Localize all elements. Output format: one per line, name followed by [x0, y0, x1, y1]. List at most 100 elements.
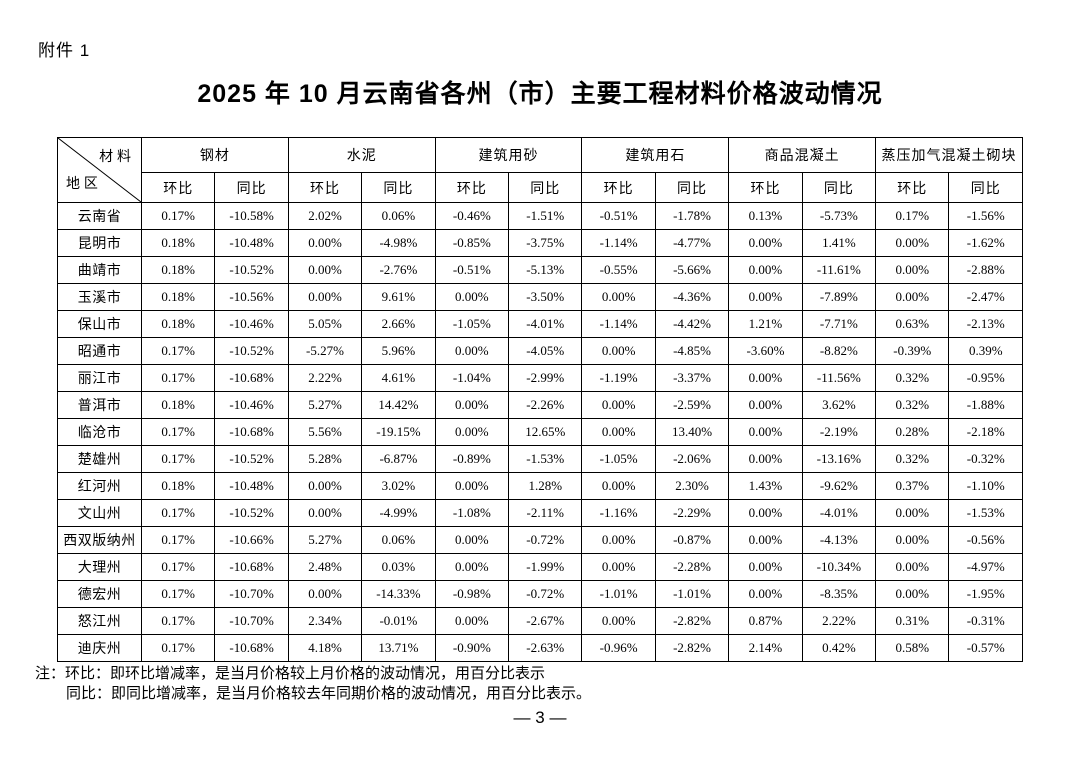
- value-cell: 0.00%: [434, 526, 510, 554]
- yoy-header: 同比: [654, 172, 730, 203]
- value-cell: -10.68%: [214, 553, 289, 581]
- region-name: 德宏州: [57, 580, 142, 608]
- value-cell: -0.95%: [948, 364, 1023, 392]
- mom-header: 环比: [875, 172, 950, 203]
- value-cell: -4.05%: [508, 337, 583, 365]
- value-cell: -10.48%: [214, 229, 289, 257]
- value-cell: -9.62%: [801, 472, 877, 500]
- value-cell: 0.00%: [581, 553, 656, 581]
- value-cell: -10.52%: [214, 499, 289, 527]
- table-row: 大理州 0.17% -10.68% 2.48% 0.03% 0.00% -1.99% 0.00…: [57, 553, 1023, 581]
- table-row: 临沧市 0.17% -10.68% 5.56% -19.15% 0.00% 12.65% 0.…: [57, 418, 1023, 446]
- value-cell: -2.18%: [948, 418, 1023, 446]
- value-cell: 0.17%: [140, 580, 216, 608]
- material-group-header: 建筑用砂: [434, 137, 583, 173]
- value-cell: 0.00%: [875, 229, 950, 257]
- value-cell: -1.51%: [508, 202, 583, 230]
- value-cell: 2.30%: [654, 472, 730, 500]
- value-cell: 5.27%: [287, 526, 363, 554]
- mom-header: 环比: [140, 172, 216, 203]
- value-cell: -10.52%: [214, 337, 289, 365]
- value-cell: -0.46%: [434, 202, 510, 230]
- value-cell: -5.73%: [801, 202, 877, 230]
- table-row: 迪庆州 0.17% -10.68% 4.18% 13.71% -0.90% -2.63% -0…: [57, 634, 1023, 662]
- value-cell: 0.00%: [875, 283, 950, 311]
- value-cell: 0.00%: [434, 337, 510, 365]
- value-cell: -3.50%: [508, 283, 583, 311]
- region-name: 文山州: [57, 499, 142, 527]
- value-cell: 0.17%: [140, 364, 216, 392]
- material-group-header: 水泥: [287, 137, 436, 173]
- value-cell: -2.76%: [361, 256, 436, 284]
- value-cell: 0.00%: [581, 391, 656, 419]
- value-cell: -2.06%: [654, 445, 730, 473]
- value-cell: -1.05%: [434, 310, 510, 338]
- table-row: 云南省 0.17% -10.58% 2.02% 0.06% -0.46% -1.51% -0.…: [57, 202, 1023, 230]
- corner-region-label: 地 区: [66, 175, 98, 191]
- value-cell: -0.57%: [948, 634, 1023, 662]
- value-cell: 0.00%: [875, 553, 950, 581]
- value-cell: -4.77%: [654, 229, 730, 257]
- value-cell: 3.62%: [801, 391, 877, 419]
- value-cell: 0.00%: [875, 580, 950, 608]
- region-name: 曲靖市: [57, 256, 142, 284]
- value-cell: 0.32%: [875, 445, 950, 473]
- value-cell: -0.85%: [434, 229, 510, 257]
- value-cell: -1.14%: [581, 229, 656, 257]
- value-cell: -1.95%: [948, 580, 1023, 608]
- table-row: 楚雄州 0.17% -10.52% 5.28% -6.87% -0.89% -1.53% -1…: [57, 445, 1023, 473]
- value-cell: 0.13%: [728, 202, 803, 230]
- value-cell: -3.75%: [508, 229, 583, 257]
- value-cell: -1.53%: [948, 499, 1023, 527]
- value-cell: -1.10%: [948, 472, 1023, 500]
- value-cell: -1.56%: [948, 202, 1023, 230]
- value-cell: 1.28%: [508, 472, 583, 500]
- value-cell: -0.89%: [434, 445, 510, 473]
- table-body: 云南省 0.17% -10.58% 2.02% 0.06% -0.46% -1.51% -0.…: [57, 202, 1023, 662]
- value-cell: -10.58%: [214, 202, 289, 230]
- value-cell: 0.00%: [434, 283, 510, 311]
- value-cell: 0.17%: [140, 202, 216, 230]
- value-cell: -1.05%: [581, 445, 656, 473]
- table-row: 文山州 0.17% -10.52% 0.00% -4.99% -1.08% -2.11% -1…: [57, 499, 1023, 527]
- footnote-mom: 注：环比：即环比增减率，是当月价格较上月价格的波动情况，用百分比表示: [35, 665, 546, 682]
- value-cell: -4.13%: [801, 526, 877, 554]
- value-cell: -10.68%: [214, 634, 289, 662]
- value-cell: -0.90%: [434, 634, 510, 662]
- value-cell: 0.37%: [875, 472, 950, 500]
- value-cell: -2.63%: [508, 634, 583, 662]
- value-cell: -7.71%: [801, 310, 877, 338]
- table-row: 怒江州 0.17% -10.70% 2.34% -0.01% 0.00% -2.67% 0.0…: [57, 607, 1023, 635]
- value-cell: -0.72%: [508, 526, 583, 554]
- material-group-header: 蒸压加气混凝土砌块: [875, 137, 1023, 173]
- region-name: 楚雄州: [57, 445, 142, 473]
- value-cell: 0.00%: [728, 526, 803, 554]
- value-cell: -5.66%: [654, 256, 730, 284]
- value-cell: -2.82%: [654, 607, 730, 635]
- material-group-header: 建筑用石: [581, 137, 730, 173]
- yoy-header: 同比: [948, 172, 1023, 203]
- table-row: 红河州 0.18% -10.48% 0.00% 3.02% 0.00% 1.28% 0.00%…: [57, 472, 1023, 500]
- value-cell: 0.39%: [948, 337, 1023, 365]
- value-cell: 0.00%: [581, 607, 656, 635]
- value-cell: 0.00%: [875, 256, 950, 284]
- value-cell: -5.13%: [508, 256, 583, 284]
- value-cell: 0.00%: [287, 580, 363, 608]
- region-name: 西双版纳州: [57, 526, 142, 554]
- value-cell: -11.56%: [801, 364, 877, 392]
- footnotes: 注：环比：即环比增减率，是当月价格较上月价格的波动情况，用百分比表示 同比：即同…: [35, 664, 591, 704]
- material-group-header: 钢材: [141, 137, 289, 173]
- value-cell: -0.31%: [948, 607, 1023, 635]
- value-cell: 0.00%: [434, 607, 510, 635]
- value-cell: 0.00%: [728, 445, 803, 473]
- value-cell: 0.18%: [140, 229, 216, 257]
- value-cell: -0.87%: [654, 526, 730, 554]
- value-cell: -0.55%: [581, 256, 656, 284]
- value-cell: 0.17%: [140, 526, 216, 554]
- value-cell: 0.17%: [140, 634, 216, 662]
- region-name: 玉溪市: [57, 283, 142, 311]
- value-cell: -2.99%: [508, 364, 583, 392]
- value-cell: -10.66%: [214, 526, 289, 554]
- value-cell: 4.61%: [361, 364, 436, 392]
- yoy-header: 同比: [508, 172, 583, 203]
